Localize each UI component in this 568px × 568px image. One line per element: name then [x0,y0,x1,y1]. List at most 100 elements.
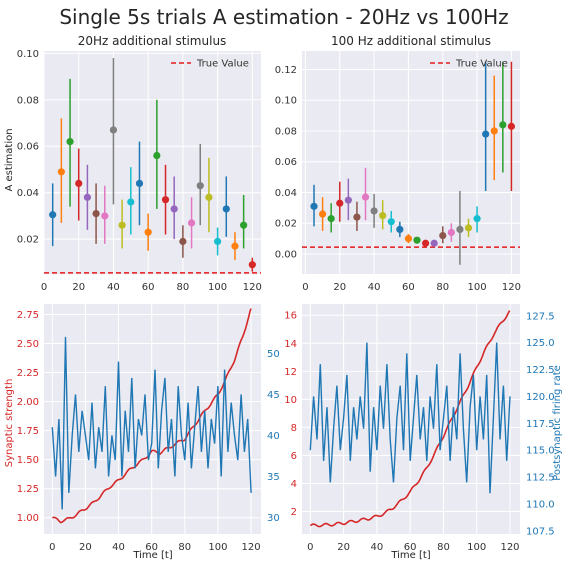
p20-plot-area [44,51,261,274]
s20-ytick-right-label: 35 [267,472,280,483]
s20-ytick-left-label: 1.00 [17,513,39,524]
plot-20hz-synaptic: 1.00 1.25 1.50 1.75 2.00 2.25 2.50 2.75 30 35 40 45… [17,304,280,553]
p100-point [413,236,421,244]
p20-point [92,210,100,218]
s100-ytick-left-label: 4 [291,479,297,490]
s20-xtick-label: 20 [79,542,92,553]
p20-point [75,179,83,188]
p20-xtick-label: 100 [208,282,227,293]
s20-xtick-label: 60 [145,542,158,553]
s20-ytick-left-label: 2.25 [17,368,39,379]
p100-point [439,231,447,240]
p20-point [135,179,144,188]
p20-point [231,242,239,250]
s20-ytick-left-label: 2.00 [17,397,39,408]
s100-ytick-left-label: 14 [284,339,297,350]
p100-xtick-label: 80 [436,282,449,293]
s100-xtick-label: 100 [467,542,486,553]
p20-point [118,221,126,229]
p20-point [214,237,222,246]
p100-point [336,199,344,207]
p100-legend-label: True Value [455,59,508,70]
s100-xtick-label: 0 [307,542,313,553]
p100-xtick-label: 60 [402,282,415,293]
p20-point [196,182,204,190]
s100-xtick-label: 20 [337,542,350,553]
p100-point [430,239,438,247]
p20-point [187,219,196,227]
p20-point [144,228,152,236]
s100-ytick-right-label: 112.5 [526,473,555,484]
s20-xtick-label: 100 [208,542,227,553]
s100-series-left-line [309,310,511,528]
s20-ytick-left-label: 1.50 [17,455,39,466]
p100-point [310,202,318,210]
s100-ytick-right-label: 127.5 [526,311,555,322]
s100-ytick-right-label: 110.0 [526,499,555,510]
s20-ytick-left-label: 1.75 [17,426,39,437]
plot-100hz-synaptic: 2 4 6 8 10 12 14 16 107.5 110.0 112.5 115.0 117.5 120… [284,304,555,553]
p100-xtick-label: 40 [368,282,381,293]
p20-xtick-label: 60 [142,282,155,293]
p100-point [499,121,507,129]
p100-title: 100 Hz additional stimulus [331,34,491,48]
p100-point [404,235,413,243]
s100-ytick-left-label: 10 [284,395,297,406]
p100-xtick-label: 0 [302,282,308,293]
p100-point [507,122,516,130]
s100-ytick-right-label: 120.0 [526,392,555,403]
p100-ytick-label: 0.06 [275,157,297,168]
s100-series-right-line [309,342,511,494]
p20-point [170,205,178,213]
s20-ylabel-left: Synaptic strength [4,379,15,468]
s100-ylabel-right: Postsynaptic firing rate [552,365,563,481]
s100-ytick-right-label: 117.5 [526,419,555,430]
s20-ytick-left-label: 2.50 [17,339,39,350]
p20-ytick-label: 0.10 [17,49,39,60]
s20-ytick-right-label: 45 [267,390,280,401]
p20-point [49,211,57,219]
p100-point [490,127,498,135]
s100-xtick-label: 60 [404,542,417,553]
p100-point [447,228,455,237]
p100-ytick-label: 0.12 [275,65,297,76]
p100-ytick-label: 0.08 [275,126,297,137]
p20-xtick-label: 80 [177,282,190,293]
s100-ytick-right-label: 122.5 [526,365,555,376]
p20-point [179,237,187,246]
p20-point [205,193,213,201]
p20-ytick-label: 0.04 [17,188,39,199]
p100-ytick-label: 0.04 [275,188,297,199]
p20-point [109,126,118,134]
p100-point [344,196,352,204]
s100-ytick-left-label: 8 [291,423,297,434]
s100-xlabel: Time [t] [390,550,430,561]
p100-ytick-label: 0.00 [275,250,297,261]
p100-point [327,215,335,223]
s100-ytick-left-label: 12 [284,367,297,378]
p100-point [370,207,378,215]
p100-point [361,193,370,201]
p100-point [318,210,327,218]
p20-xtick-label: 40 [107,282,120,293]
p20-point [161,196,170,204]
s100-ytick-left-label: 2 [291,507,297,518]
s100-ytick-right-label: 115.0 [526,446,555,457]
p100-point [473,215,481,223]
p100-xtick-label: 20 [333,282,346,293]
p100-point [387,218,395,226]
p20-point [127,198,135,206]
plot-20hz-estimation: 0.02 0.04 0.06 0.08 0.10 0 20 40 60 80 100 120 True … [17,49,262,293]
s20-xtick-label: 80 [178,542,191,553]
p20-point [57,168,65,176]
p20-xtick-label: 0 [41,282,47,293]
p20-ylabel: A estimation [4,128,15,191]
s20-ytick-right-label: 30 [267,513,280,524]
p20-xtick-label: 20 [72,282,85,293]
p20-point [153,151,161,160]
s100-ytick-left-label: 6 [291,451,297,462]
p100-xtick-label: 120 [502,282,521,293]
s20-series-right-line [51,336,252,510]
p100-point [456,225,464,233]
